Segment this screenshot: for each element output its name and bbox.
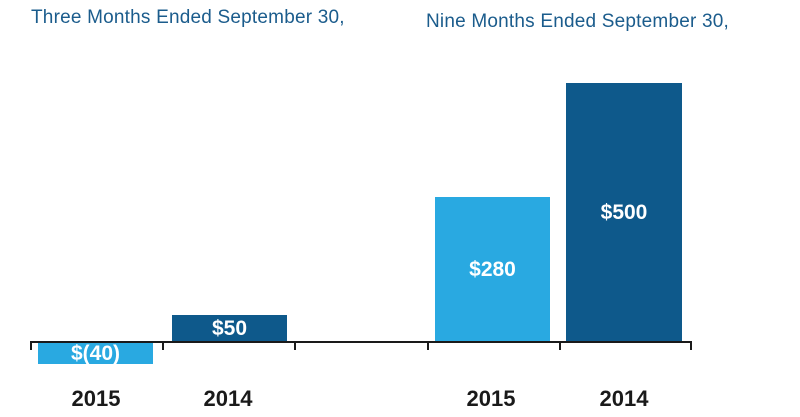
bar-2015-three-months: $(40) bbox=[38, 343, 153, 364]
bar-2014-nine-months: $500 bbox=[566, 83, 682, 341]
x-axis-tick bbox=[559, 341, 561, 350]
x-axis-line bbox=[30, 341, 692, 343]
x-axis-tick bbox=[427, 341, 429, 350]
group-title-nine-months: Nine Months Ended September 30, bbox=[426, 11, 729, 32]
group-title-three-months: Three Months Ended September 30, bbox=[31, 7, 345, 28]
x-axis-tick bbox=[690, 341, 692, 350]
bar-2015-nine-months: $280 bbox=[435, 197, 550, 341]
bar-value-label: $(40) bbox=[70, 342, 121, 365]
bar-value-label: $280 bbox=[469, 257, 516, 281]
category-label-2015-three-months: 2015 bbox=[71, 386, 121, 411]
category-label-2015-nine-months: 2015 bbox=[466, 386, 516, 411]
category-label-2014-three-months: 2014 bbox=[203, 386, 253, 411]
x-axis-tick bbox=[30, 341, 32, 350]
bar-value-label: $50 bbox=[211, 316, 248, 340]
bar-2014-three-months: $50 bbox=[172, 315, 287, 341]
bar-value-label: $500 bbox=[600, 200, 648, 224]
category-label-2014-nine-months: 2014 bbox=[599, 386, 649, 411]
x-axis-tick bbox=[162, 341, 164, 350]
x-axis-tick bbox=[294, 341, 296, 350]
